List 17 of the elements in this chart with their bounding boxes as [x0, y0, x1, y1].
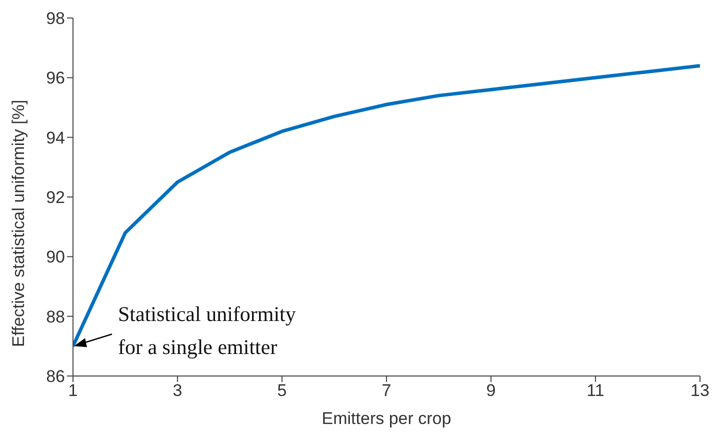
y-tick-label: 98: [46, 9, 65, 28]
x-tick-label: 13: [690, 381, 710, 400]
x-tick-label: 11: [586, 381, 604, 400]
annotation: Statistical uniformity for a single emitter: [118, 302, 296, 360]
y-tick-label: 92: [46, 188, 65, 208]
y-tick-label: 86: [46, 367, 65, 386]
y-axis-title: Effective statistical uniformity [%]: [9, 100, 28, 347]
x-axis-title: Emitters per crop: [322, 409, 452, 428]
y-tick-label: 96: [46, 68, 65, 88]
x-tick-label: 1: [68, 381, 78, 400]
y-tick-label: 90: [46, 248, 65, 267]
x-tick-label: 7: [382, 381, 392, 400]
x-tick-label: 5: [277, 381, 287, 400]
y-tick-label: 94: [46, 128, 65, 148]
x-tick-label: 3: [172, 381, 182, 400]
y-tick-label: 88: [46, 307, 65, 326]
x-tick-label: 9: [486, 381, 496, 400]
